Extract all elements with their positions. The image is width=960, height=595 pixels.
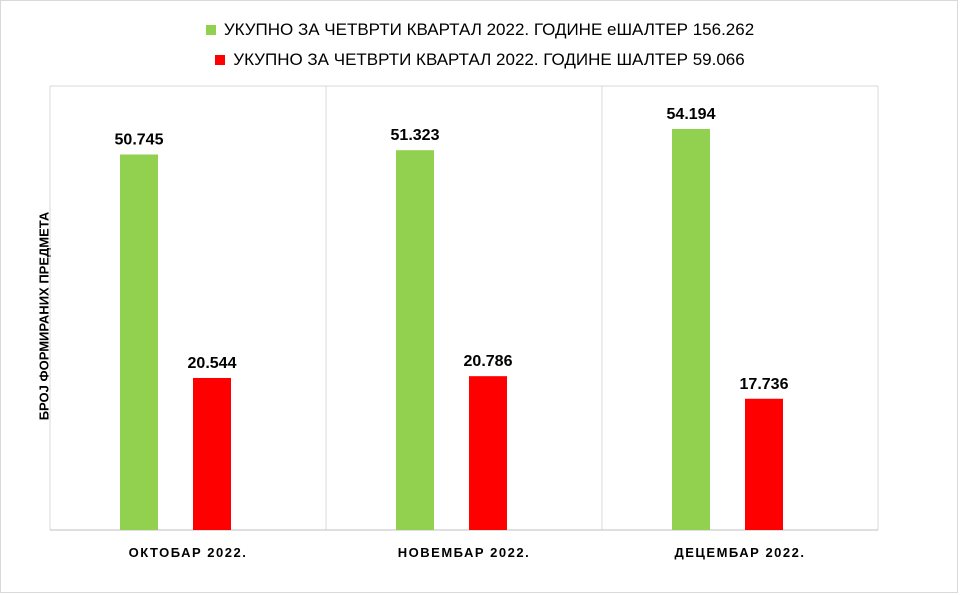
bar-shalter-0 (193, 377, 231, 530)
legend: УКУПНО ЗА ЧЕТВРТИ КВАРТАЛ 2022. ГОДИНЕ е… (0, 20, 960, 70)
data-label-shalter-2: 17.736 (740, 376, 789, 393)
x-tick-label-1: НОВЕМБАР 2022. (398, 545, 530, 560)
legend-label-eshalter: УКУПНО ЗА ЧЕТВРТИ КВАРТАЛ 2022. ГОДИНЕ е… (223, 20, 755, 39)
bar-shalter-2 (745, 398, 783, 530)
bar-shalter-1 (469, 376, 507, 530)
legend-swatch-eshalter (205, 25, 216, 35)
legend-swatch-shalter (215, 55, 226, 65)
legend-label-shalter: УКУПНО ЗА ЧЕТВРТИ КВАРТАЛ 2022. ГОДИНЕ Ш… (233, 50, 745, 69)
bar-eshalter-2 (672, 128, 710, 530)
bar-eshalter-1 (396, 150, 434, 531)
data-label-shalter-1: 20.786 (464, 353, 513, 370)
data-label-shalter-0: 20.544 (188, 355, 237, 372)
legend-item-shalter: УКУПНО ЗА ЧЕТВРТИ КВАРТАЛ 2022. ГОДИНЕ Ш… (215, 50, 745, 70)
bar-eshalter-0 (120, 154, 158, 530)
x-tick-label-2: ДЕЦЕМБАР 2022. (675, 545, 806, 560)
data-label-eshalter-1: 51.323 (391, 127, 440, 144)
data-label-eshalter-2: 54.194 (667, 106, 716, 123)
data-label-eshalter-0: 50.745 (115, 131, 164, 148)
legend-item-eshalter: УКУПНО ЗА ЧЕТВРТИ КВАРТАЛ 2022. ГОДИНЕ е… (205, 20, 755, 40)
x-tick-label-0: ОКТОБАР 2022. (129, 545, 248, 560)
